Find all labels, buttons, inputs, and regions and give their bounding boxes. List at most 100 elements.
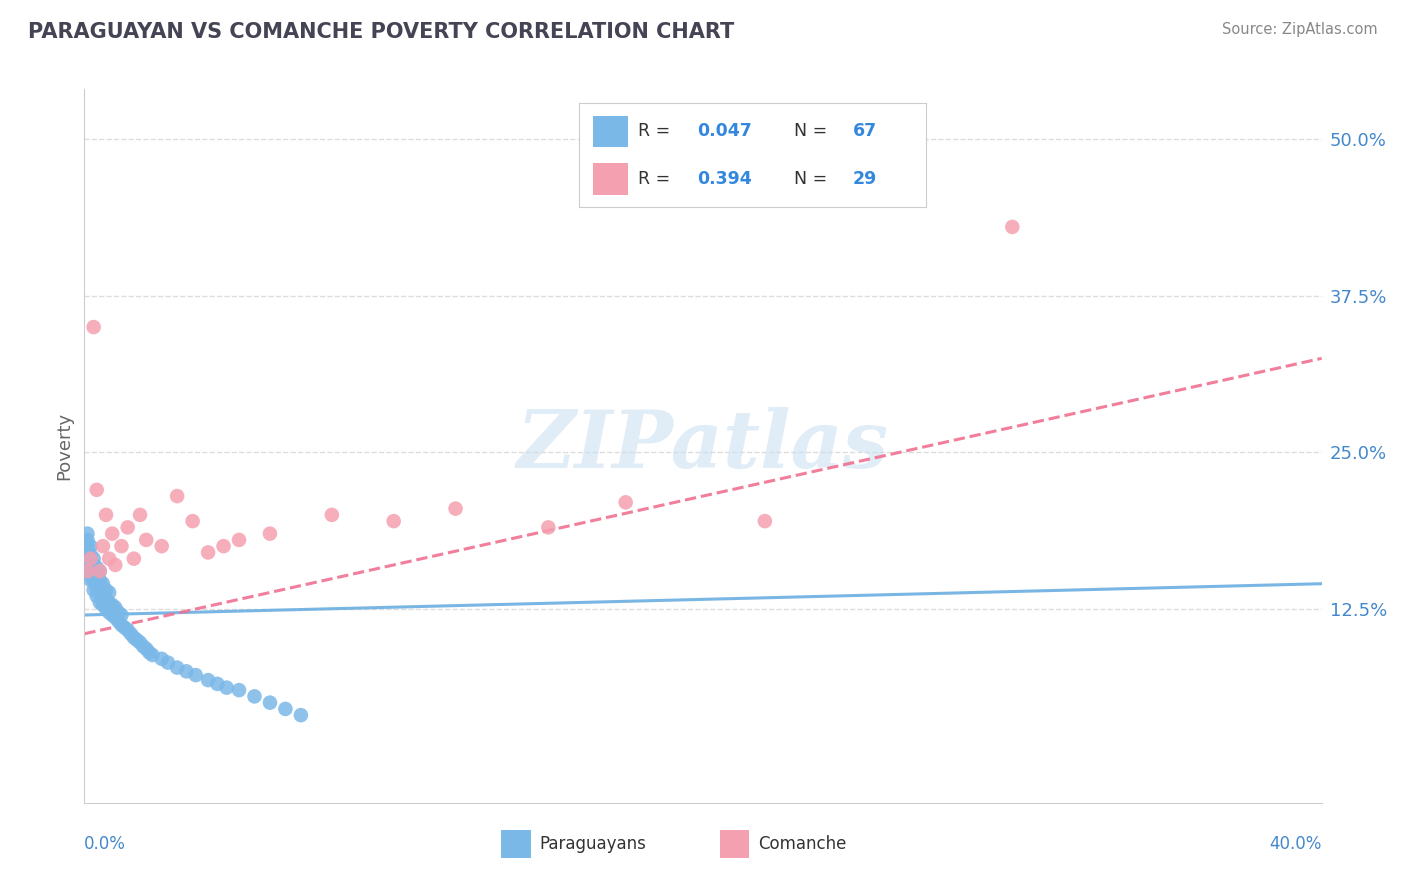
Point [83,582,105,597]
Point [1001,219,1024,234]
Point [107,614,129,628]
Point [89,595,111,609]
Point [135,641,157,656]
Point [444,501,467,516]
Point [79,548,101,562]
Text: ZIPatlas: ZIPatlas [517,408,889,484]
Point [94,582,117,597]
Point [259,526,281,541]
Point [91,576,114,591]
Point [122,551,145,566]
Point [101,598,124,612]
Point [129,508,152,522]
Point [76,558,98,572]
Point [89,564,111,578]
Point [79,568,101,582]
Point [83,564,105,578]
Point [614,495,637,509]
Point [76,564,98,578]
Point [120,627,142,641]
Point [156,656,179,670]
Point [107,606,129,620]
Point [101,526,124,541]
Y-axis label: Poverty: Poverty [55,412,73,480]
Point [141,648,163,662]
Point [110,539,132,553]
Point [150,652,173,666]
Point [110,618,132,632]
Point [104,600,127,615]
Point [94,601,117,615]
Point [129,635,152,649]
Point [117,623,139,637]
Point [181,514,204,528]
Point [89,585,111,599]
Point [73,564,96,578]
Point [166,660,188,674]
Point [98,551,121,566]
Point [79,539,101,553]
Point [79,560,101,574]
Point [101,607,124,622]
Point [83,573,105,587]
Point [135,533,157,547]
Point [83,320,105,334]
Point [76,548,98,562]
Point [117,520,139,534]
Point [122,631,145,645]
Point [207,677,229,691]
Point [86,581,108,595]
Text: Source: ZipAtlas.com: Source: ZipAtlas.com [1222,22,1378,37]
Point [98,606,121,620]
Point [243,690,266,704]
Point [166,489,188,503]
Point [104,610,127,624]
Text: 40.0%: 40.0% [1270,835,1322,853]
Point [125,633,148,648]
Point [274,702,297,716]
Point [86,483,108,497]
Point [537,520,560,534]
Point [89,564,111,578]
Point [91,598,114,612]
Point [215,681,238,695]
Point [94,508,117,522]
Point [83,558,105,572]
Point [79,573,101,587]
Point [176,665,198,679]
Point [184,668,207,682]
Point [91,589,114,603]
Point [76,526,98,541]
Point [259,696,281,710]
Point [98,585,121,599]
Text: 0.0%: 0.0% [84,835,127,853]
Point [86,570,108,584]
Point [228,533,250,547]
Point [79,551,101,566]
Point [754,514,776,528]
Point [104,558,127,572]
Point [321,508,343,522]
Point [76,542,98,557]
Point [91,539,114,553]
Point [89,573,111,587]
Point [73,545,96,559]
Point [290,708,312,723]
Point [197,545,219,559]
Point [138,646,160,660]
Point [76,533,98,547]
Point [76,539,98,553]
Point [98,595,121,609]
Point [110,607,132,622]
Point [228,683,250,698]
Point [83,551,105,566]
Point [86,589,108,603]
Point [79,556,101,570]
Point [114,621,136,635]
Point [86,560,108,574]
Point [94,593,117,607]
Text: PARAGUAYAN VS COMANCHE POVERTY CORRELATION CHART: PARAGUAYAN VS COMANCHE POVERTY CORRELATI… [28,22,734,42]
Point [382,514,405,528]
Point [197,673,219,687]
Point [212,539,235,553]
